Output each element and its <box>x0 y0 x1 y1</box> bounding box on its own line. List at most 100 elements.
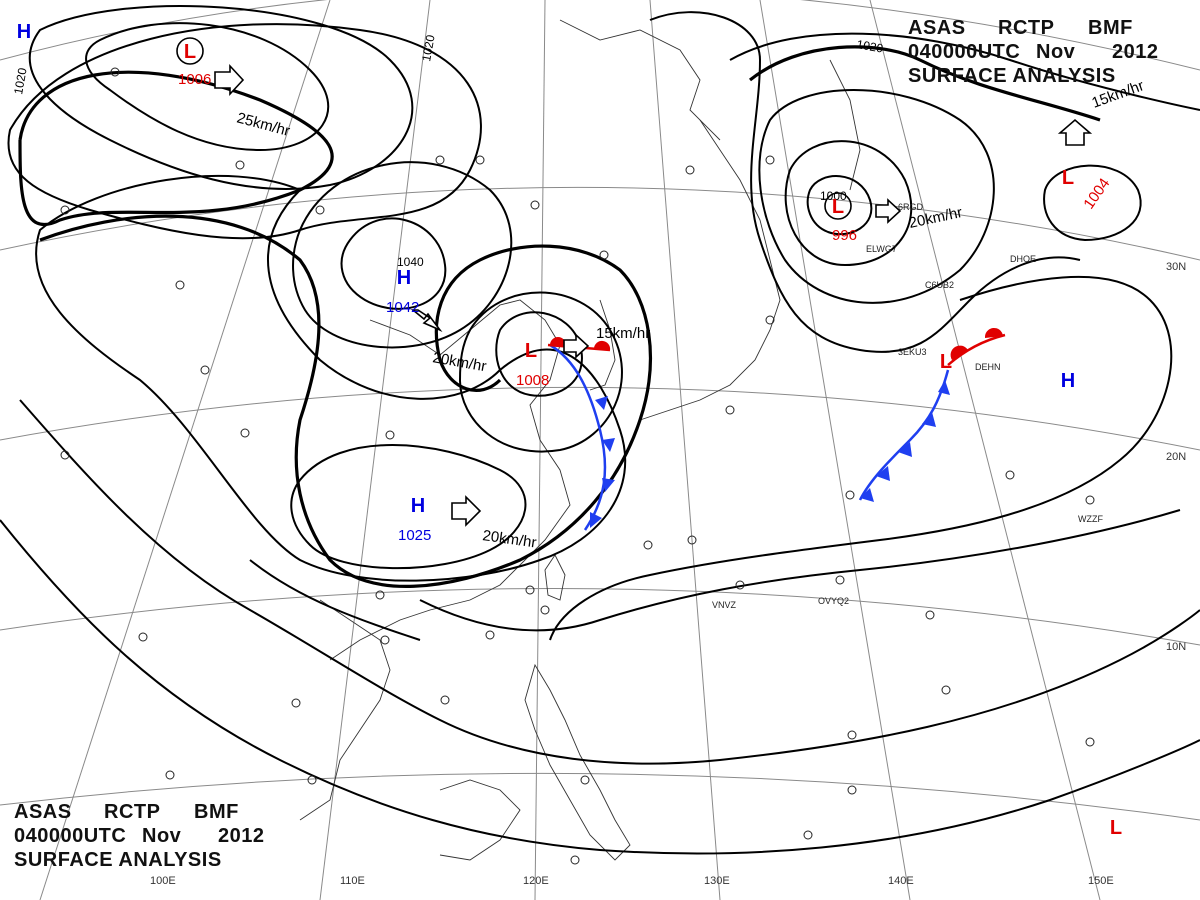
station-circle <box>803 830 813 840</box>
warm-fronts <box>547 327 1006 366</box>
station-circle <box>570 855 580 865</box>
cold-front-barb <box>898 442 912 457</box>
cold-front-barb <box>938 380 950 395</box>
coastlines <box>299 19 861 861</box>
station-circle <box>165 770 175 780</box>
low-pressure-symbol: L <box>184 41 196 63</box>
station-circle <box>380 635 390 645</box>
motion-arrow-icon <box>451 495 482 527</box>
station-circle <box>765 315 775 325</box>
cold-front-barb <box>602 438 615 452</box>
motion-arrow-icon <box>1057 118 1093 146</box>
coastline-japan <box>639 119 781 421</box>
station-id-label: 6RGD <box>898 202 924 212</box>
low-pressure-symbol: L <box>1062 167 1074 189</box>
pressure-value-label: 1042 <box>386 299 419 316</box>
longitude-label: 100E <box>150 875 176 887</box>
header-month: Nov <box>1036 41 1076 63</box>
station-id-label: DEHN <box>975 362 1001 372</box>
station-circle <box>580 775 590 785</box>
cold-front-line <box>549 343 607 531</box>
low-pressure-symbol: L <box>1110 817 1122 839</box>
low-pressure-symbol: L <box>940 351 952 373</box>
longitude-label: 150E <box>1088 875 1114 887</box>
station-id-label: 3EKU3 <box>898 347 927 357</box>
station-circle <box>240 428 250 438</box>
header-title: SURFACE ANALYSIS <box>14 849 222 871</box>
header-office: BMF <box>194 801 239 823</box>
header-station: RCTP <box>998 17 1055 39</box>
station-circle <box>685 165 695 175</box>
station-circle <box>765 155 775 165</box>
station-circle <box>845 490 855 500</box>
meridian-line <box>534 0 546 900</box>
coastline-indochina <box>299 599 391 821</box>
motion-arrow-icon <box>875 198 902 224</box>
longitude-label: 120E <box>523 875 549 887</box>
pressure-value-label: 1004 <box>1080 175 1113 212</box>
cold-front-barb <box>876 466 890 481</box>
station-circle <box>440 695 450 705</box>
isobar <box>1043 164 1142 242</box>
isobar <box>340 217 447 310</box>
isobar <box>292 161 513 349</box>
station-circle <box>540 605 550 615</box>
warm-front-bump <box>550 337 566 345</box>
chart-header-bottom: ASAS RCTP BMF 040000UTC Nov 2012 SURFACE ANA… <box>14 800 265 872</box>
station-circle <box>530 200 540 210</box>
pressure-value-label: 1025 <box>398 527 431 544</box>
high-pressure-symbol: H <box>17 21 31 43</box>
cold-front-barb <box>602 478 615 492</box>
station-circle <box>847 785 857 795</box>
parallel-line <box>0 587 1200 646</box>
station-circle <box>1085 495 1095 505</box>
motion-arrows <box>214 63 1093 527</box>
station-id-label: C6UB2 <box>925 280 954 290</box>
header-time: 040000UTC <box>908 41 1021 63</box>
station-circle <box>725 405 735 415</box>
station-circle <box>735 580 745 590</box>
parallel-line <box>0 386 1200 451</box>
isobar <box>19 399 1200 765</box>
isobar <box>784 140 913 267</box>
station-circle <box>485 630 495 640</box>
isobar-label: 1020 <box>419 33 437 62</box>
longitude-label: 110E <box>340 875 365 887</box>
isobar <box>729 32 1200 111</box>
cold-front-barb <box>922 412 936 427</box>
station-circle <box>941 685 951 695</box>
station-circle <box>643 540 653 550</box>
station-circle <box>1005 470 1015 480</box>
meridian-line <box>39 0 331 900</box>
motion-arrow-icon <box>410 309 443 332</box>
meridian-line <box>319 0 431 900</box>
pressure-center-ring <box>176 37 204 65</box>
motion-speed-label: 15km/hr <box>596 325 650 342</box>
pressure-systems: L 1006 H H 1042 H 1025 L 1008 L 996 L 1004 L H L <box>17 21 1122 839</box>
header-station: RCTP <box>104 801 161 823</box>
latitude-label: 30N <box>1166 261 1186 273</box>
isobar-label: 1040 <box>397 255 424 269</box>
isobar-thick <box>749 45 1101 122</box>
coastline-taiwan <box>544 554 566 601</box>
station-id-label: DHOE <box>1010 254 1036 264</box>
station-ids: VNVZ OVYQ2 WZZF DEHN C6UB2 3EKU3 ELWG7 D… <box>712 202 1103 610</box>
station-circle <box>599 250 609 260</box>
cold-front-barb <box>860 488 874 502</box>
longitude-label: 130E <box>704 875 730 887</box>
station-circle <box>315 205 325 215</box>
station-circle <box>60 205 70 215</box>
station-circle <box>200 365 210 375</box>
isobar <box>806 175 873 236</box>
station-circle <box>847 730 857 740</box>
header-time: 040000UTC <box>14 825 127 847</box>
isobar-thick <box>39 214 652 588</box>
isobar <box>419 509 1181 632</box>
low-pressure-symbol: L <box>832 196 844 218</box>
isobar <box>495 311 583 397</box>
latitude-label: 20N <box>1166 451 1186 463</box>
motion-speed-label: 20km/hr <box>481 527 537 551</box>
station-circle <box>925 610 935 620</box>
